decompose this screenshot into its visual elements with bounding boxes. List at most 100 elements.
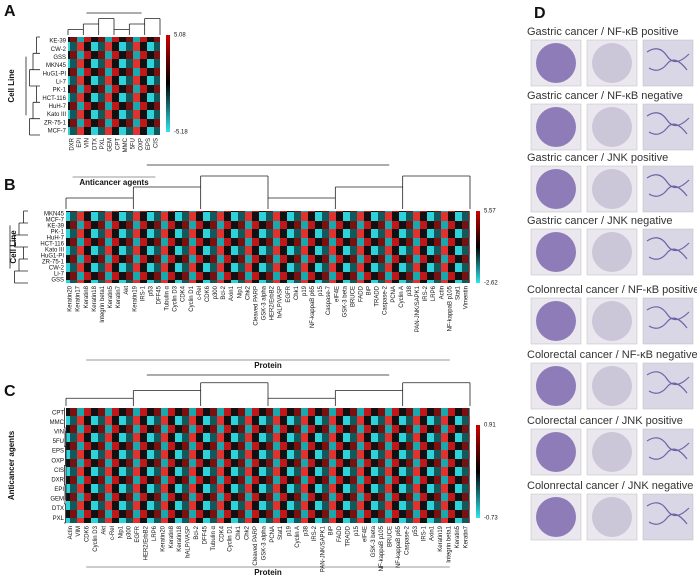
tissue-core	[592, 169, 632, 209]
tissue-core	[536, 432, 576, 472]
column-label: MMC	[123, 137, 129, 152]
column-label: Integrin beta1	[100, 285, 106, 322]
column-label: EPS	[146, 138, 152, 150]
tissue-texture	[646, 48, 690, 71]
row-label: OXP	[51, 458, 64, 464]
column-label: DFF45	[202, 525, 208, 544]
column-label: FADD	[358, 285, 364, 302]
colorbar-max: 5.08	[174, 33, 186, 39]
column-label: Actin	[439, 286, 445, 299]
row-label: GEM	[50, 497, 64, 503]
column-label: TRADD	[375, 285, 381, 306]
heatmap	[66, 211, 470, 283]
row-label: KE-39	[47, 224, 64, 230]
column-label: LRP6	[152, 525, 158, 541]
heatmap	[68, 37, 160, 135]
column-label: TRADD	[346, 525, 352, 546]
column-label: NF-kappaB p105	[379, 525, 385, 571]
caption: Colonrectal cancer / NF-κB positive	[527, 284, 697, 296]
column-label: PAN-JNK/SAPK1	[320, 525, 326, 572]
panel-label: D	[534, 5, 546, 22]
column-label: Stat1	[278, 525, 284, 540]
column-label: CIS	[154, 138, 160, 148]
row-label: Li-7	[54, 272, 65, 278]
colorbar	[476, 425, 480, 518]
row-label: Kato III	[45, 248, 64, 254]
tissue-texture	[646, 174, 690, 197]
column-label: IRS-2	[312, 525, 318, 541]
column-label: Chk2	[245, 285, 251, 300]
row-label: CW-2	[51, 47, 67, 53]
column-label: IRS-2	[423, 285, 429, 301]
dendrogram	[9, 210, 28, 284]
row-label: HuG1-PI	[41, 254, 65, 260]
column-label: Keratin18	[177, 525, 183, 551]
column-label: Bcl-2	[221, 285, 227, 299]
caption: Colorectal cancer / JNK positive	[527, 415, 683, 427]
row-label: MCF-7	[46, 218, 65, 224]
colorbar-min: -0.73	[484, 516, 498, 522]
x-axis-title: Anticancer agents	[79, 178, 149, 187]
column-label: Cleaved PARP	[253, 286, 259, 326]
row-label: 5FU	[53, 439, 64, 445]
row-label: GSS	[51, 278, 64, 284]
tissue-texture	[646, 371, 690, 394]
tissue-core	[536, 232, 576, 272]
row-label: DXR	[51, 477, 64, 483]
caption: Colorectal cancer / NF-κB negative	[527, 349, 697, 361]
tissue-core	[592, 107, 632, 147]
tissue-core	[536, 43, 576, 83]
tissue-texture	[646, 306, 690, 329]
row-label: Kato III	[47, 112, 66, 118]
column-label: GSK-3 alpha	[261, 525, 267, 560]
column-label: Cyclin D1	[228, 525, 234, 551]
column-label: CDK4	[219, 525, 225, 542]
column-label: p300	[127, 525, 133, 539]
row-label: HCT-116	[40, 242, 64, 248]
column-label: Axin1	[430, 525, 436, 541]
column-label: BRUCE	[388, 526, 394, 547]
column-label: Keratin19	[132, 285, 138, 311]
row-label: HCT-116	[42, 96, 66, 102]
column-label: p53	[413, 525, 419, 536]
caption: Gastric cancer / NF-κB positive	[527, 26, 679, 38]
colorbar-min: -5.18	[174, 130, 188, 136]
column-label: p38	[303, 525, 309, 536]
column-label: IRS-1	[140, 285, 146, 301]
column-label: Chk1	[236, 525, 242, 540]
column-label: Nip1	[237, 285, 243, 298]
column-label: Cyclin D1	[189, 285, 195, 311]
colorbar	[166, 35, 170, 132]
column-label: Cyclin D3	[93, 525, 99, 551]
row-label: Li-7	[56, 79, 67, 85]
column-label: Vimentin	[464, 286, 470, 309]
panel-label: C	[4, 383, 16, 400]
column-label: GSK-3 beta	[371, 525, 377, 557]
row-label: ZR-75-1	[44, 120, 67, 126]
row-label: MCF-7	[48, 128, 67, 134]
caption: Gastric cancer / JNK positive	[527, 152, 668, 164]
column-label: OXP	[138, 138, 144, 151]
row-label: MKN45	[46, 63, 67, 69]
column-label: CDK4	[181, 285, 187, 302]
column-label: FADD	[337, 525, 343, 542]
column-label: Keratin20	[68, 285, 74, 311]
colorbar	[476, 211, 480, 283]
heatmap	[66, 408, 470, 523]
caption: Colonrectal cancer / JNK negative	[527, 480, 693, 492]
row-label: GSS	[53, 55, 66, 61]
column-label: p15	[318, 285, 324, 296]
column-label: PCNA	[391, 286, 397, 303]
row-label: HuH-7	[47, 236, 65, 242]
column-label: Bcl-2	[194, 525, 200, 539]
column-label: VIN	[85, 138, 91, 148]
row-label: EPI	[54, 487, 64, 493]
row-label: MKN45	[44, 212, 65, 218]
row-label: CPT	[52, 410, 64, 416]
tissue-texture	[646, 237, 690, 260]
column-label: Keratin19	[438, 525, 444, 551]
dendrogram	[25, 36, 40, 136]
column-label: hALP/VASP	[186, 526, 192, 558]
column-label: PXL	[100, 137, 106, 149]
column-label: Cyclin D3	[173, 285, 179, 311]
